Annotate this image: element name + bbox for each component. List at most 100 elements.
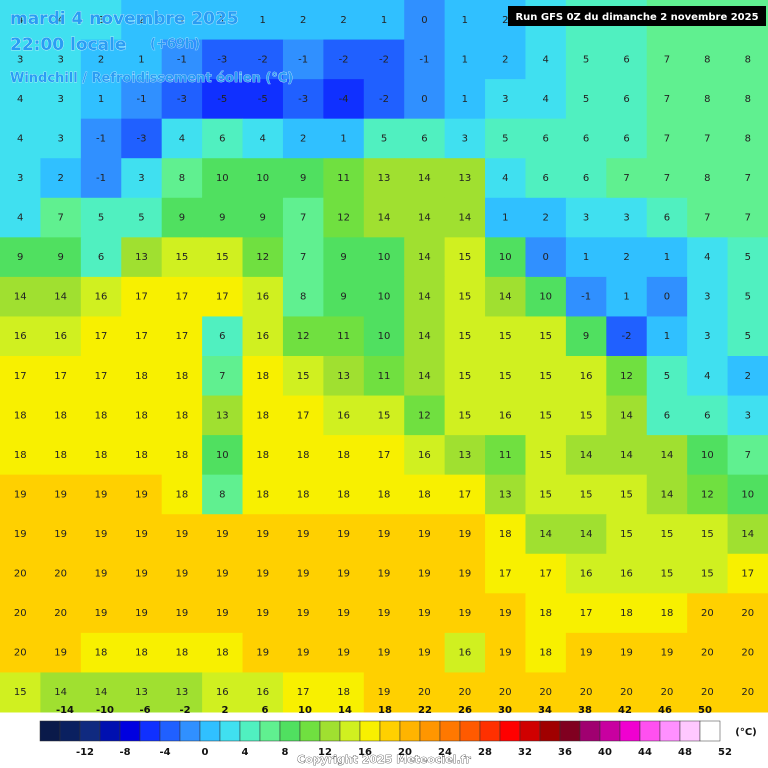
cell-value: 9 [179, 213, 185, 224]
cell [0, 118, 41, 159]
cell-value: 14 [499, 292, 512, 303]
cell-value: 14 [14, 292, 27, 303]
cell [242, 632, 284, 673]
cell-value: 17 [135, 331, 148, 342]
legend-label: 36 [558, 747, 572, 758]
cell-value: 9 [340, 292, 346, 303]
cell [0, 395, 41, 436]
cell [242, 395, 284, 436]
cell-value: 10 [539, 292, 552, 303]
cell [121, 553, 163, 594]
cell-value: 3 [98, 15, 104, 26]
cell [363, 316, 405, 357]
cell-value: 7 [745, 173, 751, 184]
cell-value: 16 [620, 569, 633, 580]
cell-value: 19 [378, 569, 391, 580]
cell-value: 5 [98, 213, 104, 224]
cell-value: 10 [256, 173, 269, 184]
cell-value: 10 [378, 331, 391, 342]
legend-swatch [39, 720, 61, 742]
cell-value: 2 [623, 252, 629, 263]
cell [40, 593, 82, 634]
cell [202, 593, 244, 634]
cell-value: 19 [54, 489, 67, 500]
cell [687, 356, 729, 397]
legend-swatch [139, 720, 161, 742]
cell-value: 15 [661, 569, 674, 580]
cell [727, 474, 768, 515]
cell-value: 1 [98, 94, 104, 105]
cell [202, 514, 244, 555]
cell-value: 20 [14, 648, 27, 659]
cell-value: 19 [135, 529, 148, 540]
cell [40, 79, 82, 120]
cell-value: 16 [216, 687, 229, 698]
cell [565, 39, 607, 80]
cell-value: 12 [256, 252, 269, 263]
cell-value: 19 [337, 569, 350, 580]
cell [40, 0, 82, 41]
cell-value: 15 [701, 569, 714, 580]
cell-value: 6 [583, 133, 589, 144]
cell [121, 39, 163, 80]
cell [363, 632, 405, 673]
cell [363, 276, 405, 317]
legend-swatch [579, 720, 601, 742]
cell [0, 316, 41, 357]
cell-value: -2 [622, 331, 632, 342]
legend-label: 32 [518, 747, 532, 758]
cell [0, 276, 41, 317]
cell-value: 14 [661, 450, 674, 461]
cell [40, 39, 82, 80]
cell [0, 474, 41, 515]
cell-value: 19 [661, 648, 674, 659]
cell-value: 19 [499, 648, 512, 659]
cell-value: 13 [176, 687, 189, 698]
cell-value: 7 [704, 213, 710, 224]
cell-value: 19 [14, 529, 27, 540]
cell-value: 2 [340, 15, 346, 26]
cell-value: 14 [539, 529, 552, 540]
cell-value: 8 [300, 292, 306, 303]
cell [485, 158, 526, 199]
legend-label: 24 [438, 747, 452, 758]
cell-value: -5 [258, 94, 268, 105]
cell [0, 435, 41, 476]
cell [606, 118, 648, 159]
cell-value: 16 [256, 687, 269, 698]
cell-value: 20 [54, 569, 67, 580]
cell-value: -3 [177, 94, 187, 105]
legend-swatch [639, 720, 661, 742]
cell-value: 18 [176, 648, 189, 659]
cell [606, 553, 648, 594]
cell-value: 18 [337, 450, 350, 461]
cell [121, 197, 163, 238]
cell-value: 10 [216, 450, 229, 461]
cell [282, 0, 324, 41]
cell-value: 9 [219, 213, 225, 224]
cell [646, 118, 688, 159]
legend-swatch [499, 720, 521, 742]
cell-value: -1 [96, 133, 106, 144]
cell-value: 20 [701, 648, 714, 659]
cell-value: 19 [216, 608, 229, 619]
legend-swatch [219, 720, 241, 742]
cell [525, 553, 567, 594]
cell [80, 553, 122, 594]
cell [687, 316, 729, 357]
cell [565, 632, 607, 673]
cell [404, 276, 446, 317]
cell-value: 3 [583, 213, 589, 224]
cell-value: 17 [580, 608, 593, 619]
cell [727, 395, 768, 436]
cell-value: 16 [256, 292, 269, 303]
cell [485, 356, 526, 397]
cell [80, 79, 122, 120]
cell-value: 17 [176, 331, 189, 342]
cell-value: 19 [95, 489, 108, 500]
cell-value: 6 [664, 213, 670, 224]
cell-value: 9 [583, 331, 589, 342]
cell-value: 15 [458, 410, 471, 421]
cell-value: 15 [539, 489, 552, 500]
cell-value: 15 [539, 410, 552, 421]
